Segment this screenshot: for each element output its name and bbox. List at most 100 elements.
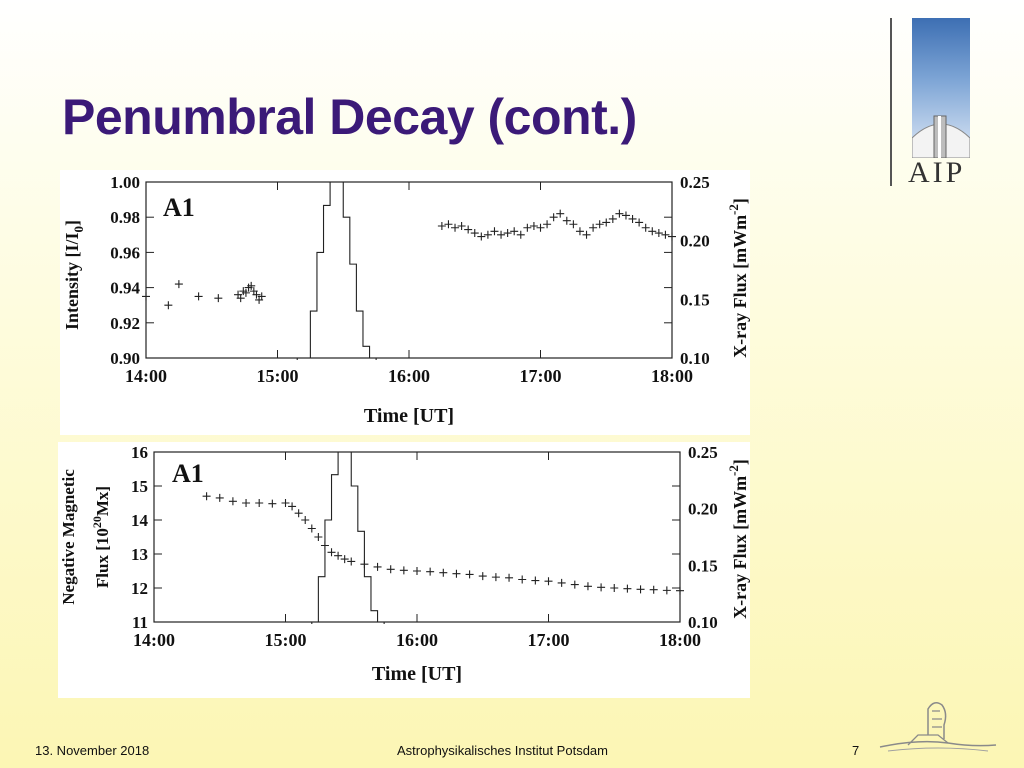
data-point [662, 586, 671, 595]
xray-flux-line [311, 451, 385, 624]
data-point [247, 281, 256, 290]
data-point [426, 567, 435, 576]
data-point [583, 582, 592, 591]
slide-title: Penumbral Decay (cont.) [62, 89, 637, 145]
y-tick-label: 14 [131, 511, 149, 530]
y-label-unit: Mx] [93, 486, 112, 516]
data-point [334, 551, 343, 560]
observatory-sketch-icon [879, 702, 997, 752]
y-tick-label: 15 [131, 477, 148, 496]
data-point [562, 216, 571, 225]
y-label-exponent: 20 [90, 516, 104, 528]
data-point [174, 280, 183, 289]
data-point [510, 227, 519, 236]
data-point [439, 568, 448, 577]
chart-panel-intensity: A1 0.90 0.92 0.94 0.96 0.98 1.00 0.10 0.15 0.20… [60, 170, 750, 435]
data-point [497, 230, 506, 239]
x-axis-label: Time [UT] [372, 663, 462, 685]
y-label-flux: Flux [10 [93, 528, 112, 588]
footer-date: 13. November 2018 [35, 743, 150, 758]
data-point [464, 225, 473, 234]
data-point [668, 232, 676, 241]
data-point [236, 294, 245, 303]
data-point [444, 220, 453, 229]
x-tick-label: 14:00 [125, 366, 167, 386]
x-tick-label: 17:00 [520, 366, 562, 386]
data-point [164, 301, 173, 310]
data-point [373, 562, 382, 571]
data-point [597, 583, 606, 592]
data-point [595, 220, 604, 229]
y-tick-label: 1.00 [110, 173, 140, 192]
x-tick-label: 14:00 [133, 630, 175, 650]
y-tick-label: 0.94 [110, 279, 140, 298]
y2-tick-label: 0.15 [688, 556, 718, 575]
data-point [470, 229, 479, 238]
data-point [457, 222, 466, 230]
intensity-chart: A1 0.90 0.92 0.94 0.96 0.98 1.00 0.10 0.15 0.20… [62, 173, 750, 427]
data-point [549, 213, 558, 222]
data-point [399, 566, 408, 575]
logo-text: AIP [908, 156, 966, 189]
y2-axis-label: X-ray Flux [mWm-2] [726, 198, 750, 358]
data-point [483, 230, 492, 239]
data-point [544, 577, 553, 586]
data-point [360, 560, 369, 569]
data-point [347, 557, 356, 566]
data-point [288, 502, 297, 511]
y-axis-label: Intensity [I/I0] [62, 220, 86, 330]
y-tick-label: 13 [131, 545, 148, 564]
data-point [268, 499, 277, 508]
x-tick-label: 18:00 [659, 630, 701, 650]
y2-tick-label: 0.25 [680, 173, 710, 192]
data-point [242, 499, 251, 507]
data-point [490, 227, 499, 236]
data-point [314, 533, 323, 541]
data-point [602, 218, 611, 227]
data-point [465, 570, 474, 579]
data-point [641, 223, 650, 232]
data-point [320, 541, 329, 550]
data-point [569, 220, 578, 229]
observatory-logo-image [911, 18, 971, 159]
y-tick-label: 0.90 [110, 349, 140, 368]
x-tick-label: 18:00 [651, 366, 693, 386]
panel-label: A1 [163, 193, 195, 222]
x-tick-label: 15:00 [265, 630, 307, 650]
panel-label: A1 [172, 459, 204, 488]
y2-axis-label: X-ray Flux [mWm-2] [726, 459, 750, 619]
chart-panel-magnetic-flux: A1 11 12 13 14 15 16 0.10 0.15 0.20 0.25 14:00 15… [58, 442, 750, 698]
data-point [413, 567, 421, 575]
plot-frame [145, 181, 673, 359]
footer-institute: Astrophysikalisches Institut Potsdam [397, 743, 608, 758]
data-point [523, 223, 532, 232]
data-point [477, 232, 486, 241]
data-point [582, 230, 591, 239]
y-tick-label: 0.98 [110, 208, 140, 227]
data-point [570, 580, 579, 589]
x-tick-label: 17:00 [528, 630, 570, 650]
data-point [307, 524, 316, 533]
data-point [491, 573, 500, 582]
data-point [543, 220, 552, 229]
magnetic-flux-chart: A1 11 12 13 14 15 16 0.10 0.15 0.20 0.25 14:00 15… [59, 443, 750, 685]
y-tick-label: 16 [131, 443, 148, 462]
data-point [654, 229, 663, 238]
data-point [327, 548, 336, 557]
data-point [648, 227, 657, 236]
data-point [437, 222, 446, 230]
data-point [589, 223, 598, 232]
data-point [649, 585, 658, 594]
data-point [518, 575, 527, 584]
data-point [531, 576, 540, 585]
x-tick-label: 16:00 [388, 366, 430, 386]
y-tick-label: 0.96 [110, 243, 140, 262]
y-axis-label-line2: Flux [1020Mx] [90, 486, 112, 588]
data-point [252, 290, 261, 299]
y-tick-label: 12 [131, 579, 148, 598]
data-point [452, 569, 461, 578]
logo-divider [890, 18, 892, 186]
data-point [142, 292, 150, 301]
data-point [661, 230, 670, 239]
data-point [451, 223, 460, 232]
